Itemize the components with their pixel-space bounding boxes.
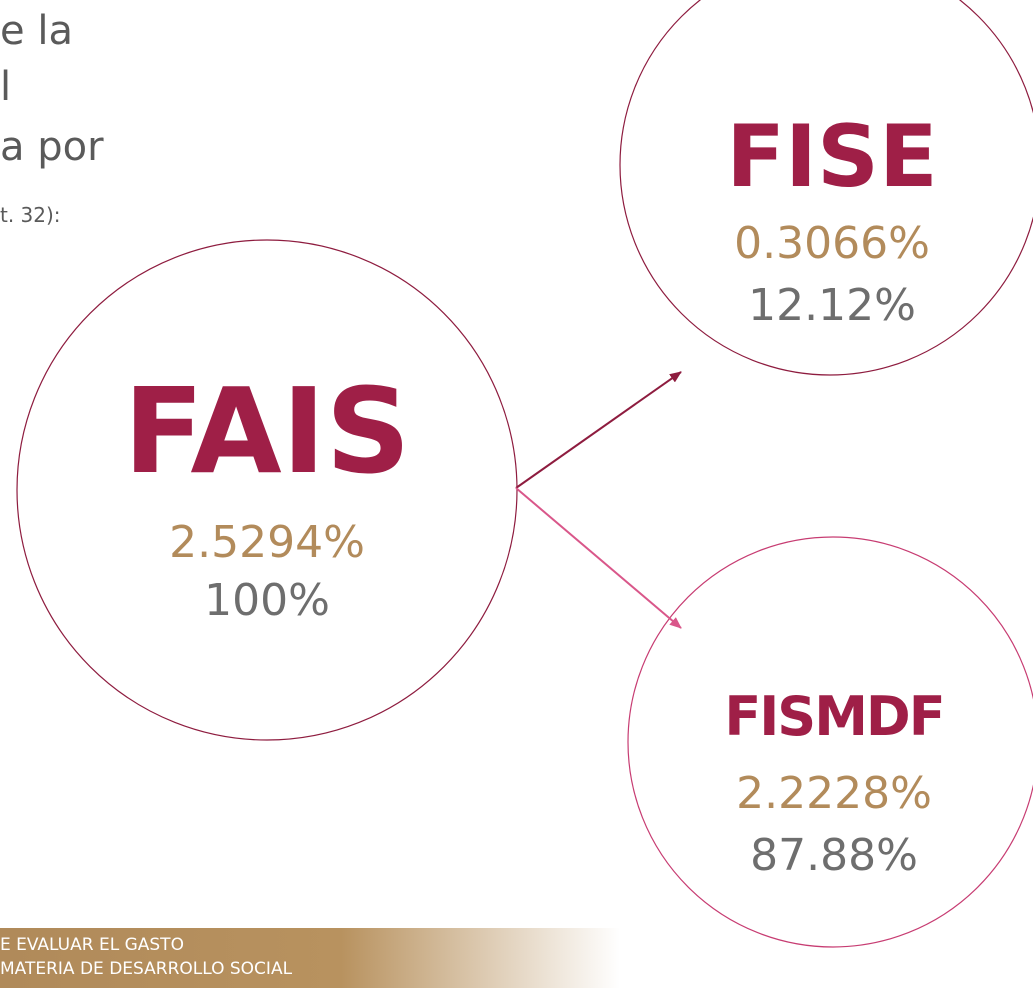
intro-line: l — [0, 64, 11, 110]
node-label: FAIS — [123, 362, 410, 500]
fismdf-circle — [627, 536, 1033, 948]
arrow — [515, 487, 682, 629]
footer-line: E EVALUAR EL GASTO — [0, 935, 184, 955]
node-share: 87.88% — [750, 830, 918, 881]
node-share: 12.12% — [748, 280, 916, 331]
footer-bar — [0, 928, 620, 988]
node-percent: 0.3066% — [734, 218, 930, 269]
intro-line: e la — [0, 8, 73, 54]
node-percent: 2.2228% — [736, 768, 932, 819]
node-percent: 2.5294% — [169, 517, 365, 568]
arrow — [515, 371, 682, 489]
intro-line: a por — [0, 124, 104, 170]
footer-line: MATERIA DE DESARROLLO SOCIAL — [0, 959, 293, 979]
fise-circle — [619, 0, 1033, 376]
node-label: FISE — [726, 107, 937, 207]
intro-note: t. 32): — [0, 203, 61, 227]
node-share: 100% — [204, 575, 330, 626]
node-label: FISMDF — [724, 685, 943, 748]
